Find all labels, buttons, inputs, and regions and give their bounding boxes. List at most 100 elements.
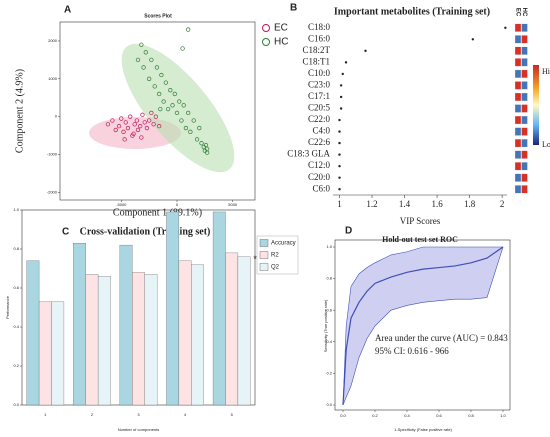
heat-cell [514, 35, 522, 44]
point [138, 123, 143, 129]
point [146, 118, 152, 123]
heat-cell [521, 58, 528, 67]
point [154, 65, 160, 70]
y-tick-label: 0.0 [326, 402, 332, 407]
x-tick-label: 1.0 [500, 413, 506, 418]
point [128, 114, 133, 119]
y-axis-label: Sensitivity (True positive rate) [323, 299, 328, 352]
point [132, 122, 137, 127]
point [144, 125, 150, 131]
heat-cell [521, 127, 528, 136]
x-axis-label: Component 1 (89.1%) [113, 207, 202, 218]
y-tick-label: C4:0 [312, 126, 330, 136]
dot [341, 72, 344, 76]
point [191, 118, 196, 123]
roc-line [342, 246, 504, 406]
point [204, 150, 210, 155]
y-tick-label: C6:0 [312, 183, 330, 193]
bar [85, 274, 99, 406]
heat-cell [521, 69, 528, 79]
annotation: 95% CI: 0.616 - 966 [375, 346, 449, 356]
panel-label: C [62, 227, 69, 238]
bar [51, 301, 65, 406]
point [121, 129, 126, 134]
legend-label: Q2 [271, 265, 280, 271]
point [113, 127, 118, 133]
y-tick-label: 0 [55, 114, 58, 119]
heat-cell [521, 104, 528, 113]
point [158, 106, 163, 112]
heat-cell [514, 185, 522, 194]
heat-cell [514, 81, 522, 90]
x-axis-label: Number of components [118, 427, 160, 432]
legend-swatch [259, 251, 269, 259]
panel-label: D [345, 226, 352, 237]
point [170, 103, 175, 108]
y-tick-label: C22:6 [308, 137, 331, 147]
point [135, 57, 141, 63]
legend-label: EC [274, 23, 288, 34]
bar [73, 242, 86, 406]
x-axis-label: 1-Specificity (False positive rate) [394, 427, 452, 432]
point [199, 141, 204, 146]
bar [26, 260, 40, 406]
y-tick-label: 0.8 [326, 276, 332, 281]
point [122, 137, 127, 142]
chart-title: Cross-validation (Training set) [80, 226, 211, 237]
legend-swatch [259, 239, 269, 247]
y-axis-label: Component 2 (4.9%) [14, 69, 25, 153]
point [116, 123, 122, 129]
y-tick-label: 0.6 [326, 307, 332, 312]
bar [144, 274, 158, 406]
point [153, 114, 158, 119]
point [161, 99, 166, 104]
ci-band [342, 246, 504, 406]
y-tick-label: 0.4 [13, 324, 19, 329]
y-tick-label: C20:5 [308, 103, 331, 113]
x-tick-label: 0.4 [404, 413, 410, 418]
y-tick-label: 1000 [48, 76, 58, 81]
dot [339, 84, 343, 87]
bar [237, 256, 251, 406]
heatmap-column: EC [514, 8, 520, 17]
bar [225, 252, 239, 406]
y-tick-label: -1000 [47, 152, 58, 157]
point [168, 88, 173, 93]
dot [338, 118, 341, 122]
point [139, 135, 144, 140]
y-tick-label: 0.0 [13, 402, 19, 407]
heat-cell [514, 23, 522, 32]
x-tick-label: 1.4 [399, 199, 411, 209]
dot [338, 141, 341, 145]
bar [38, 301, 52, 406]
bar [178, 260, 192, 406]
point [172, 91, 177, 97]
y-tick-label: C22:0 [308, 114, 331, 124]
point [125, 125, 131, 131]
point [123, 120, 128, 125]
heat-cell [521, 115, 528, 125]
x-tick-label: 2 [91, 412, 94, 417]
heat-cell [521, 173, 528, 182]
bar [191, 264, 204, 406]
heat-cell [514, 127, 522, 136]
heatmap-column: HC [521, 8, 527, 17]
point [110, 118, 115, 123]
colorbar-label: High [542, 67, 550, 76]
dot [339, 107, 343, 110]
y-tick-label: C10:0 [308, 68, 331, 78]
x-tick-label: 2 [500, 199, 505, 209]
point [188, 129, 193, 134]
point [203, 142, 209, 148]
point [194, 137, 200, 142]
heat-cell [514, 138, 522, 148]
dot [338, 153, 341, 156]
heat-cell [521, 81, 528, 90]
x-tick-label: -5000 [116, 202, 127, 207]
legend-label: Accuracy [271, 241, 296, 247]
y-tick-label: C18:0 [308, 22, 331, 32]
point [143, 50, 148, 55]
heat-cell [514, 104, 522, 113]
dot [338, 188, 341, 191]
dot [339, 95, 343, 99]
